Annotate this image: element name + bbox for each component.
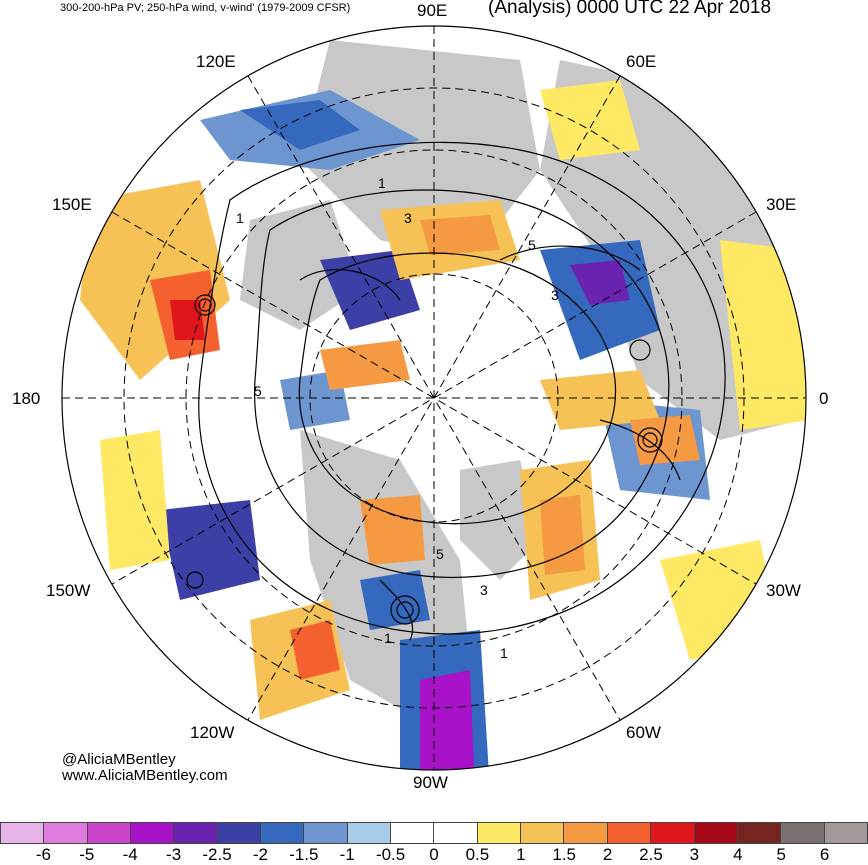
colorbar-tick-label: -4 [122,845,138,864]
colorbar-tick-label: 1.5 [552,845,577,864]
pv-anomaly-fills [80,80,806,770]
colorbar-cell [390,822,434,844]
contour-label: 1 [378,175,386,191]
contour-label: 5 [528,237,536,253]
colorbar-cell [780,822,824,844]
colorbar-tick-label: 5 [776,845,786,864]
analysis-time-label: (Analysis) 0000 UTC 22 Apr 2018 [488,0,772,18]
credit-website: www.AliciaMBentley.com [62,767,228,784]
page-title: 300-200-hPa PV; 250-hPa wind, v-wind' (1… [60,2,351,14]
contour-label: 3 [551,287,559,303]
colorbar-tick-label: -3 [166,845,182,864]
colorbar-cell [0,822,44,844]
colorbar-cell [650,822,694,844]
colorbar-tick-label: -1 [339,845,355,864]
colorbar-tick-label: 4 [733,845,743,864]
colorbar-cell [563,822,607,844]
map-boundary [61,25,807,771]
contour-label: 1 [500,645,508,661]
contour-labels: 1 3 5 3 5 5 3 1 1 1 [236,175,559,661]
contour-label: 3 [480,582,488,598]
colorbar-cell [346,822,391,844]
colorbar-tick-label: -2 [252,845,268,864]
polar-map[interactable]: 1 3 5 3 5 5 3 1 1 1 90E 60E 30E 0 [0,0,868,820]
credit-handle: @AliciaMBentley [62,751,176,768]
colorbar-tick-label: 3 [689,845,700,864]
lon-label-0: 0 [819,389,828,408]
colorbar-tick-labels: -6 -5 -4 -3 -2.5 -2 -1.5 -1 -0.5 0 0.5 1 1.5 2 2.5 3 4 5 6 [0,845,868,865]
colorbar-cell [606,822,651,844]
colorbar-tick-label: 2 [602,845,613,864]
colorbar-tick-label: 0 [429,845,439,864]
colorbar-tick-label: -6 [35,845,51,864]
lon-label-180: 180 [12,389,40,408]
lon-label-30e: 30E [766,195,796,214]
colorbar-cell [520,822,564,844]
contour-label: 1 [384,630,392,646]
lon-label-90e: 90E [417,1,447,20]
lon-label-150e: 150E [52,195,92,214]
lon-label-90w: 90W [413,773,448,792]
colorbar-cell [823,822,868,844]
colorbar-cell [43,822,87,844]
pv-colorbar [0,822,868,844]
colorbar-cell [216,822,261,844]
map-disk: 1 3 5 3 5 5 3 1 1 1 [62,26,806,770]
graticule [62,26,806,770]
colorbar-tick-label: -0.5 [375,845,406,864]
longitude-labels: 90E 60E 30E 0 30W 60W 90W 120W 150W 180 … [12,1,828,792]
land-areas [240,40,806,720]
lon-label-60w: 60W [626,723,661,742]
colorbar-tick-label: -2.5 [202,845,232,864]
lon-label-60e: 60E [626,52,656,71]
colorbar-cell [173,822,217,844]
colorbar-cell [433,822,477,844]
colorbar-cell [476,822,521,844]
colorbar-cell [693,822,737,844]
contour-label: 1 [236,210,244,226]
lon-label-150w: 150W [46,581,90,600]
colorbar-cell [260,822,304,844]
pv-contours [186,141,726,641]
lon-label-120e: 120E [196,52,236,71]
colorbar-tick-label: 2.5 [639,845,663,864]
lon-label-30w: 30W [766,581,801,600]
contour-label: 5 [436,546,444,562]
contour-label: 3 [404,210,412,226]
colorbar-tick-label: 6 [819,845,830,864]
colorbar-cell [130,822,174,844]
colorbar-tick-label: 0.5 [465,845,490,864]
colorbar-tick-label: -1.5 [289,845,319,864]
colorbar-tick-label: -5 [79,845,95,864]
lon-label-120w: 120W [190,723,234,742]
colorbar-cell [736,822,781,844]
colorbar-cell [86,822,131,844]
contour-label: 5 [254,383,262,399]
colorbar-tick-label: 1 [516,845,526,864]
colorbar-cell [303,822,347,844]
